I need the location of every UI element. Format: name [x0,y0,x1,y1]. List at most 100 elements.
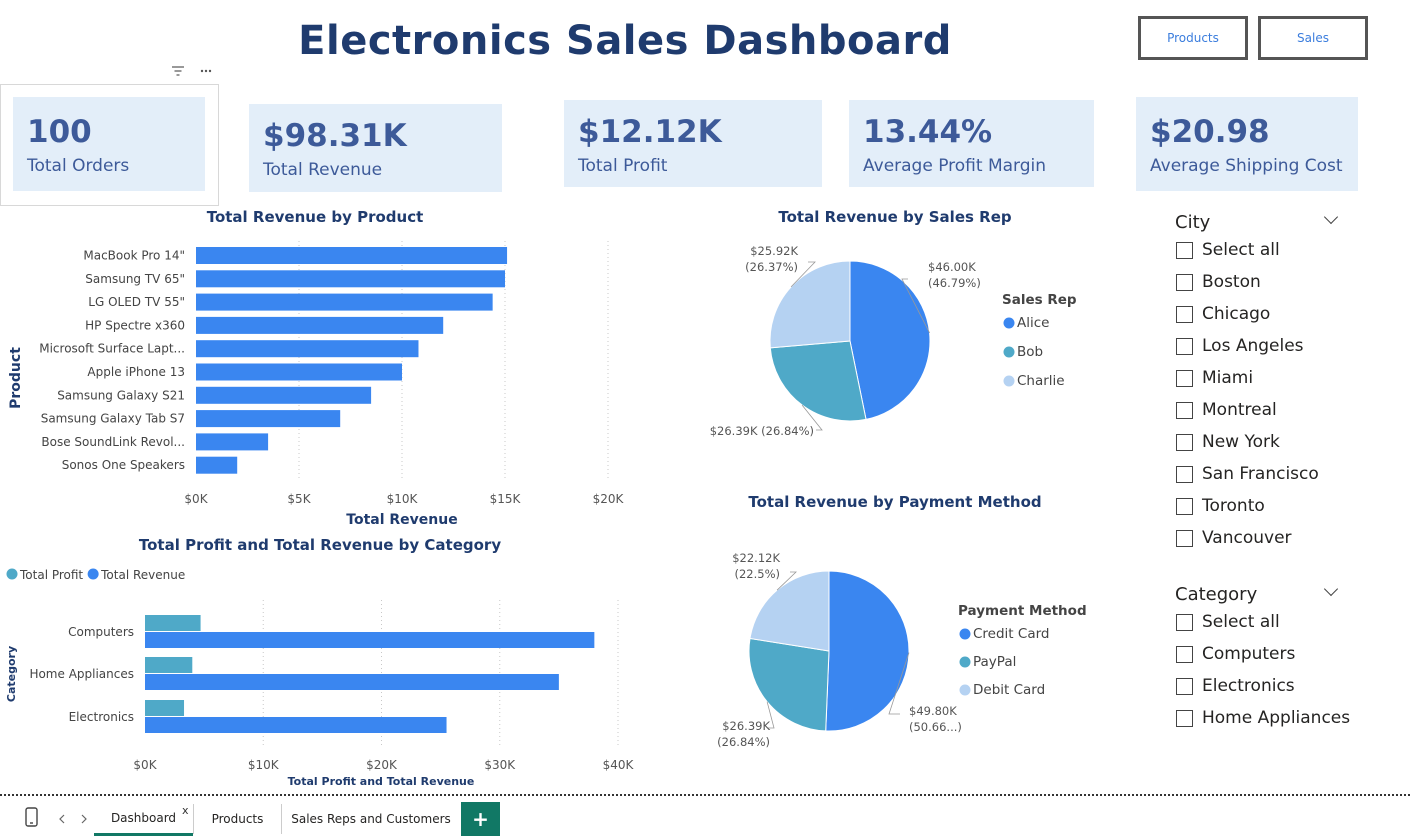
pie-slice[interactable] [748,637,830,732]
checkbox[interactable] [1176,433,1193,451]
pie-slice[interactable] [749,570,830,652]
legend-label[interactable]: Credit Card [973,626,1049,642]
city-option[interactable]: Montreal [1176,400,1277,420]
slicer-item-label: Boston [1202,272,1261,292]
legend-label[interactable]: Total Revenue [100,568,185,582]
checkbox[interactable] [1176,677,1193,695]
chevron-left-icon[interactable] [59,814,65,824]
slicer-item-label: Vancouver [1202,528,1292,548]
revenue-bar[interactable] [145,717,447,733]
bar[interactable] [196,340,419,358]
products-nav-button[interactable]: Products [1138,16,1248,60]
checkbox[interactable] [1176,529,1193,547]
revenue-bar[interactable] [145,632,595,648]
pie-slice[interactable] [769,340,867,422]
tab-products[interactable]: Products [194,802,281,836]
city-option[interactable]: Toronto [1176,496,1265,516]
kpi-card-total-revenue[interactable]: $98.31K Total Revenue [249,104,502,192]
city-option[interactable]: Boston [1176,272,1261,292]
revenue-by-product-chart[interactable]: $0K $5K $10K $15K $20K MacBook Pro 14" Samsung… [0,235,640,535]
checkbox[interactable] [1176,709,1193,727]
x-tick-label: $10K [248,758,280,772]
kpi-card-average-shipping-cost[interactable]: $20.98 Average Shipping Cost [1136,97,1358,191]
slicer-item-label: San Francisco [1202,464,1319,484]
checkbox[interactable] [1176,305,1193,323]
tab-sales-reps-and-customers[interactable]: Sales Reps and Customers [282,802,460,836]
pie-slice[interactable] [849,260,931,420]
slicer-item-label: New York [1202,432,1280,452]
close-tab-icon[interactable]: x [182,804,189,817]
chart-title: Total Profit and Total Revenue by Catego… [138,536,502,554]
more-options-icon[interactable] [200,69,212,73]
category-option[interactable]: Computers [1176,644,1295,664]
chevron-down-icon[interactable] [1323,209,1339,225]
bar[interactable] [196,316,444,334]
sales-nav-button[interactable]: Sales [1258,16,1368,60]
category-option[interactable]: Electronics [1176,676,1295,696]
bar[interactable] [196,386,372,404]
bar[interactable] [196,456,238,474]
city-option[interactable]: San Francisco [1176,464,1319,484]
legend-label[interactable]: Debit Card [973,682,1045,698]
legend-title: Sales Rep [1002,292,1077,308]
pie-slice[interactable] [769,260,851,349]
profit-revenue-by-category-chart[interactable]: Total Profit Total Revenue $0K $10K $20K $30K… [0,562,660,792]
legend-label[interactable]: Alice [1017,315,1049,331]
city-option[interactable]: Vancouver [1176,528,1292,548]
legend-label[interactable]: PayPal [973,654,1016,670]
y-tick-label: Home Appliances [29,667,134,681]
tab-dashboard[interactable]: Dashboard [94,802,193,836]
data-label: $22.12K [732,551,780,565]
city-option[interactable]: Los Angeles [1176,336,1304,356]
data-label: $49.80K [909,704,957,718]
bar[interactable] [196,410,341,428]
filter-icon[interactable] [172,66,184,76]
x-axis-title: Total Revenue [346,512,457,528]
legend-label[interactable]: Bob [1017,344,1043,360]
checkbox[interactable] [1176,465,1193,483]
city-option[interactable]: New York [1176,432,1280,452]
bar[interactable] [196,270,505,288]
city-option[interactable]: Chicago [1176,304,1270,324]
bar[interactable] [196,247,508,264]
checkbox[interactable] [1176,337,1193,355]
bar[interactable] [196,293,493,311]
revenue-bar[interactable] [145,674,559,690]
checkbox[interactable] [1176,401,1193,419]
revenue-by-payment-method-chart[interactable]: $49.80K (50.66...) $26.39K (26.84%) $22.12K (… [690,540,1110,755]
profit-bar[interactable] [145,700,185,716]
checkbox[interactable] [1176,497,1193,515]
bar[interactable] [196,433,269,451]
tab-scroll-controls [59,814,87,824]
chevron-right-icon[interactable] [81,814,87,824]
mobile-layout-icon[interactable] [22,807,42,829]
kpi-value: $20.98 [1150,114,1270,150]
legend-label[interactable]: Charlie [1017,373,1065,389]
y-axis-title: Category [5,646,18,702]
checkbox[interactable] [1176,613,1193,631]
checkbox[interactable] [1176,241,1193,259]
city-option[interactable]: Select all [1176,240,1280,260]
checkbox[interactable] [1176,273,1193,291]
add-page-button[interactable]: + [461,802,500,836]
visual-header [172,66,212,76]
kpi-card-average-profit-margin[interactable]: 13.44% Average Profit Margin [849,100,1094,187]
checkbox[interactable] [1176,369,1193,387]
chevron-down-icon[interactable] [1323,581,1339,597]
profit-bar[interactable] [145,657,193,673]
x-tick-label: $20K [366,758,398,772]
bar[interactable] [196,363,402,381]
checkbox[interactable] [1176,645,1193,663]
legend-label[interactable]: Total Profit [19,568,83,582]
revenue-by-sales-rep-chart[interactable]: $46.00K (46.79%) $26.39K (26.84%) $25.92K (2… [690,235,1110,450]
kpi-card-total-orders[interactable]: 100 Total Orders [13,97,205,191]
chart-title: Total Revenue by Sales Rep [778,208,1012,226]
city-option[interactable]: Miami [1176,368,1253,388]
category-option[interactable]: Home Appliances [1176,708,1350,728]
category-option[interactable]: Select all [1176,612,1280,632]
pie-slice[interactable] [825,570,910,732]
category-slicer-title: Category [1175,584,1258,605]
profit-bar[interactable] [145,615,201,631]
kpi-card-total-profit[interactable]: $12.12K Total Profit [564,100,822,187]
legend-marker [959,656,971,668]
